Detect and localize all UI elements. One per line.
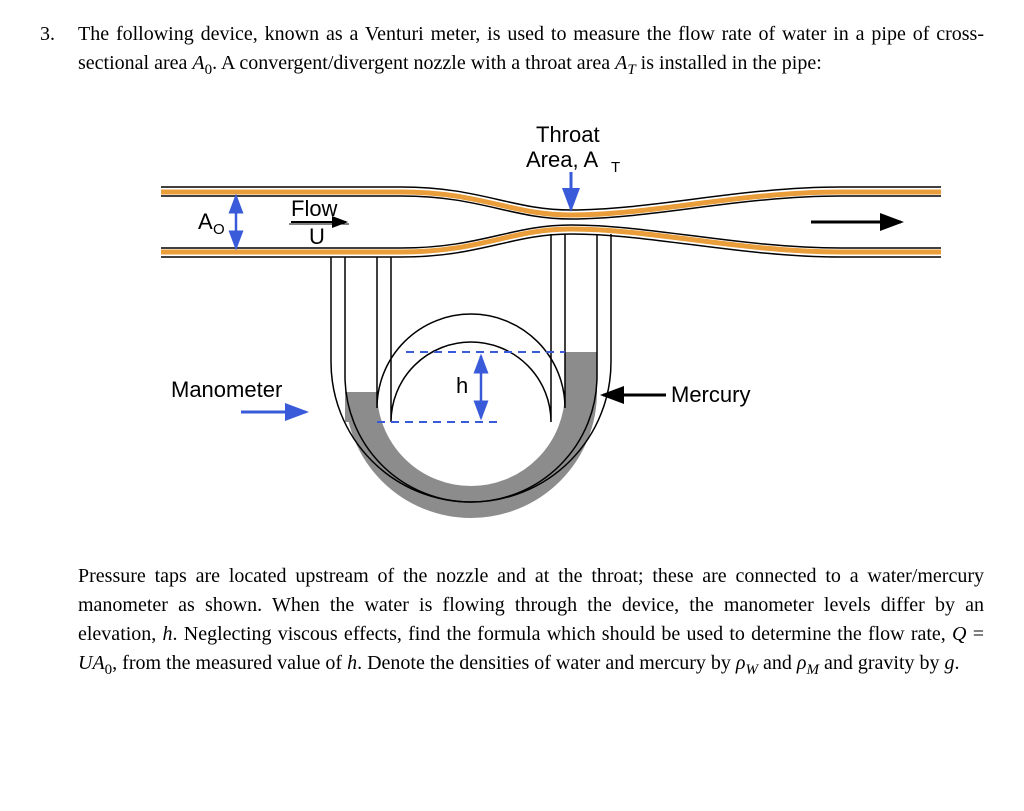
intro-text-3: is installed in the pipe: (636, 52, 822, 74)
sub-w: W (745, 662, 758, 678)
var-g: g (945, 652, 955, 674)
problem-body: The following device, known as a Venturi… (78, 20, 984, 682)
svg-text:U: U (309, 224, 325, 249)
svg-text:T: T (611, 159, 620, 176)
svg-text:A: A (198, 209, 213, 234)
closing-text-7: and gravity by (819, 652, 945, 674)
var-u: U (78, 652, 92, 674)
problem-number: 3. (40, 20, 68, 682)
problem-container: 3. The following device, known as a Vent… (40, 20, 984, 682)
svg-text:h: h (456, 373, 468, 398)
var-a0-2: A (92, 652, 104, 674)
closing-text-6: and (758, 652, 797, 674)
svg-text:Flow: Flow (291, 196, 338, 221)
svg-text:O: O (213, 221, 225, 238)
var-q: Q (952, 623, 966, 645)
closing-paragraph: Pressure taps are located upstream of th… (78, 562, 984, 682)
sub-m: M (806, 662, 819, 678)
svg-text:Manometer: Manometer (171, 377, 282, 402)
svg-text:Throat: Throat (536, 122, 600, 147)
var-at: A (615, 52, 627, 74)
intro-paragraph: The following device, known as a Venturi… (78, 20, 984, 82)
svg-text:Area, A: Area, A (526, 147, 598, 172)
closing-text-8: . (955, 652, 960, 674)
intro-text-2: . A convergent/divergent nozzle with a t… (212, 52, 615, 74)
closing-text-3: = (966, 623, 984, 645)
var-a0: A (192, 52, 204, 74)
venturi-diagram: h AO Flow U ThroatArea, A T Manometer Mercury (121, 102, 941, 542)
closing-text-5: . Denote the densities of water and merc… (357, 652, 736, 674)
closing-text-4: , from the measured value of (112, 652, 347, 674)
svg-text:Mercury: Mercury (671, 382, 750, 407)
var-h-2: h (347, 652, 357, 674)
sub-t: T (627, 62, 635, 78)
var-h: h (163, 623, 173, 645)
sub-0: 0 (205, 62, 213, 78)
diagram-container: h AO Flow U ThroatArea, A T Manometer Mercury (78, 102, 984, 542)
closing-text-2: . Neglecting viscous effects, find the f… (173, 623, 953, 645)
